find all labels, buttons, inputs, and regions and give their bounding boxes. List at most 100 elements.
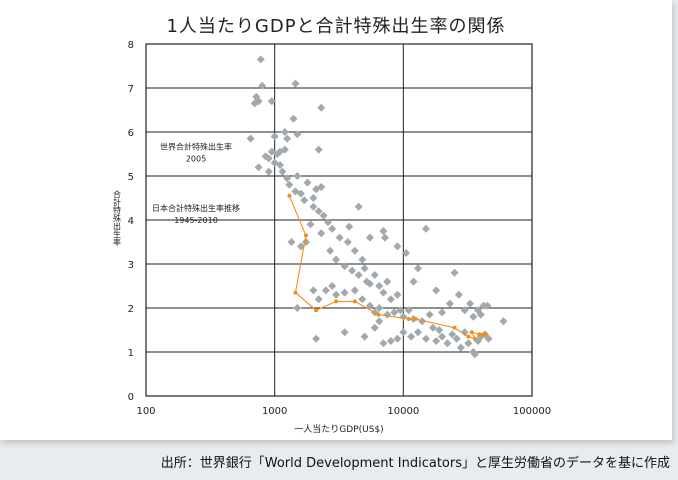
japan-point — [352, 299, 357, 304]
world-point — [354, 271, 363, 279]
world-point — [252, 92, 261, 101]
world-point — [380, 233, 389, 242]
world-point — [375, 304, 384, 312]
world-point — [345, 222, 354, 231]
x-tick-label: 10000 — [387, 406, 419, 417]
world-point — [287, 238, 296, 246]
world-point — [460, 328, 469, 337]
world-point — [314, 145, 323, 154]
world-point — [438, 332, 447, 341]
y-tick-label: 5 — [128, 172, 134, 183]
world-point — [335, 233, 344, 242]
world-point — [264, 154, 273, 163]
world-point — [321, 286, 330, 295]
japan-point — [376, 312, 381, 317]
world-point — [483, 301, 492, 310]
world-point — [312, 334, 321, 343]
world-point — [358, 255, 367, 264]
world-point — [309, 194, 318, 202]
world-point — [393, 334, 402, 343]
annotations: 世界合計特殊出生率 2005 日本合計特殊出生率推移 1945-2010 — [152, 142, 240, 226]
world-point — [278, 167, 287, 176]
world-point — [328, 224, 337, 233]
world-point — [390, 308, 399, 317]
y-tick-label: 1 — [128, 348, 134, 359]
japan-point — [469, 330, 474, 335]
world-point — [413, 328, 422, 337]
world-point — [370, 271, 379, 279]
world-point — [358, 295, 367, 304]
japan-point — [480, 333, 485, 338]
japan-point — [287, 193, 292, 198]
world-point — [319, 211, 328, 220]
japan-point — [472, 336, 477, 341]
world-point — [445, 299, 454, 308]
world-point — [246, 134, 255, 143]
world-point — [484, 334, 493, 343]
y-tick-label: 8 — [128, 40, 134, 51]
scatter-chart: 0 1 2 3 4 5 6 7 8 100 1000 10000 100000 世界合計特殊出生率 20… — [113, 40, 552, 435]
world-point — [432, 337, 441, 345]
x-axis-label: 一人当たりGDP(US$) — [294, 423, 383, 435]
world-point — [354, 202, 363, 211]
world-point — [314, 207, 323, 216]
world-point — [267, 97, 276, 106]
x-tick-label: 1000 — [262, 406, 287, 417]
series-japan — [287, 193, 489, 341]
x-tick-label: 100000 — [513, 406, 551, 417]
annotation-line: 日本合計特殊出生率推移 — [152, 203, 240, 213]
world-point — [326, 246, 335, 255]
world-point — [456, 343, 465, 352]
world-point — [407, 332, 416, 341]
world-point — [476, 310, 485, 319]
world-point — [386, 337, 395, 345]
world-point — [404, 306, 413, 315]
world-point — [250, 99, 259, 108]
world-point — [418, 317, 427, 326]
world-point — [285, 180, 294, 189]
japan-trend-line — [288, 195, 487, 340]
japan-point — [293, 290, 298, 295]
world-point — [393, 290, 402, 299]
japan-point — [484, 332, 489, 337]
y-tick-label: 2 — [128, 304, 134, 315]
world-point — [317, 229, 326, 238]
world-point — [296, 242, 305, 251]
world-point — [293, 172, 302, 180]
world-point — [393, 242, 402, 251]
world-point — [421, 224, 430, 233]
world-point — [350, 246, 359, 255]
world-point — [435, 326, 444, 334]
world-point — [402, 249, 411, 257]
world-point — [258, 81, 267, 90]
world-point — [306, 220, 315, 229]
y-tick-label: 6 — [128, 128, 134, 139]
gridlines — [146, 44, 532, 396]
world-point — [293, 304, 302, 312]
world-point — [309, 286, 318, 295]
world-point — [254, 163, 263, 172]
world-point — [348, 266, 357, 275]
world-point — [343, 238, 352, 246]
world-point — [324, 218, 333, 227]
world-point — [340, 328, 349, 337]
world-point — [273, 150, 282, 158]
world-point — [309, 202, 318, 211]
world-point — [499, 317, 508, 326]
world-point — [283, 174, 292, 183]
world-point — [293, 130, 302, 139]
world-point — [379, 339, 388, 348]
world-point — [332, 255, 341, 264]
world-point — [270, 132, 279, 141]
y-axis-label: 合計特殊出生率 — [113, 189, 122, 247]
world-point — [469, 312, 478, 321]
annotation-line: 2005 — [186, 155, 206, 164]
world-point — [291, 79, 300, 88]
world-point — [399, 328, 408, 337]
world-point — [317, 103, 326, 112]
x-tick-labels: 100 1000 10000 100000 — [136, 406, 551, 417]
world-point — [340, 262, 349, 271]
world-point — [350, 286, 359, 295]
world-point — [360, 332, 369, 341]
world-point — [289, 114, 298, 123]
